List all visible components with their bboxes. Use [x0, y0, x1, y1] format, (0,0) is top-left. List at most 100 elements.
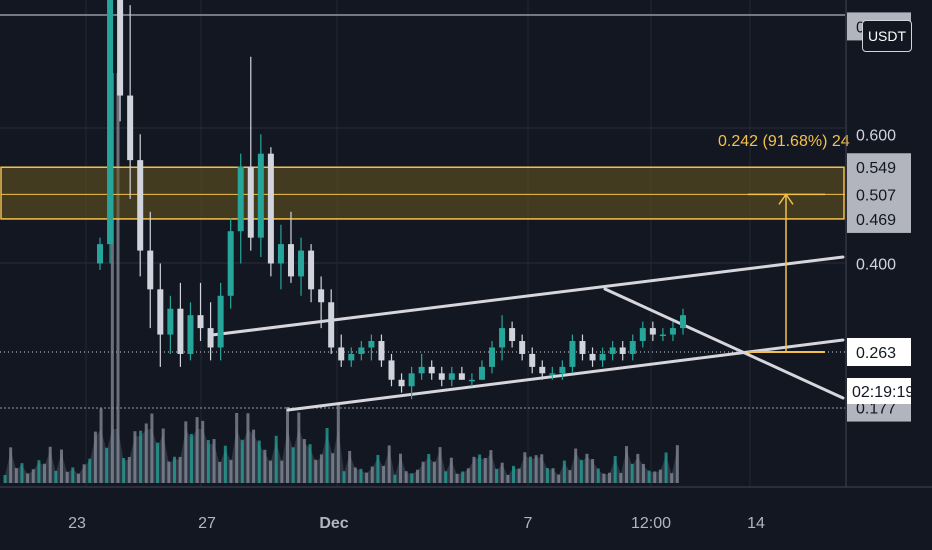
candle	[338, 334, 345, 367]
volume-bar	[76, 473, 80, 483]
volume-bar	[579, 459, 583, 483]
candle-body	[388, 360, 395, 380]
candle	[499, 315, 506, 361]
volume-bar	[252, 429, 256, 483]
volume-bar	[229, 459, 233, 483]
resistance-zone[interactable]	[0, 166, 845, 220]
volume-bar	[195, 417, 199, 483]
volume-bar	[88, 458, 92, 483]
volume-bar	[370, 466, 374, 483]
volume-bar	[302, 439, 306, 483]
candle-body	[408, 373, 415, 387]
volume-bar	[625, 446, 628, 483]
time-tick-27: 27	[198, 515, 216, 532]
candle	[649, 321, 656, 342]
volume-bar	[574, 448, 578, 483]
candle-body	[468, 379, 475, 382]
volume-bar	[291, 447, 295, 483]
price-label-bg	[847, 204, 911, 233]
candle	[177, 282, 184, 367]
volume-bar	[184, 421, 188, 483]
volume-bar	[43, 463, 47, 483]
candle-body	[318, 289, 325, 303]
time-axis[interactable]: 23 27 Dec 7 12:00 14	[0, 486, 932, 532]
candle-body	[247, 166, 254, 238]
volume-bar	[105, 447, 109, 483]
volume-bar	[110, 73, 114, 483]
candle	[569, 334, 576, 374]
resistance-zone-box[interactable]	[0, 166, 845, 220]
candles	[97, 0, 686, 400]
candle-body	[599, 353, 606, 361]
candle-body	[167, 308, 174, 335]
candle-body	[569, 341, 576, 367]
volume-bar	[325, 428, 329, 483]
volume-bar	[382, 465, 386, 483]
candle-body	[509, 328, 516, 342]
candle	[127, 5, 134, 199]
candle	[328, 289, 335, 354]
channel-upper-line[interactable]	[210, 255, 845, 337]
candle-body	[478, 366, 485, 380]
volume-bar	[348, 450, 352, 483]
candle-body	[559, 366, 566, 374]
candle-body	[428, 366, 435, 374]
candle-body	[227, 231, 234, 296]
currency-badge[interactable]: USDT	[862, 20, 912, 52]
candle-body	[267, 153, 274, 264]
countdown-text: 02:19:19	[852, 384, 914, 401]
candle-body	[147, 250, 154, 290]
candle	[147, 211, 154, 329]
price-label-0-469: 0.469	[847, 204, 911, 233]
price-label-0-549: 0.549	[847, 153, 911, 182]
candle-body	[398, 379, 405, 387]
candle-body	[458, 373, 465, 380]
volume-bar	[489, 450, 493, 483]
volume-bar	[218, 461, 222, 483]
volume-bar	[257, 440, 261, 483]
candle	[539, 360, 546, 380]
price-label-bg	[847, 180, 911, 209]
volume-bar	[675, 445, 679, 483]
price-label-0-507: 0.507	[847, 180, 911, 209]
volume-bar	[512, 465, 515, 483]
candle-body	[298, 250, 305, 277]
candle	[549, 366, 556, 380]
volume-bar	[82, 464, 86, 483]
candle-body	[378, 341, 385, 361]
descending-resistance-line[interactable]	[603, 287, 845, 400]
candle	[418, 353, 425, 380]
candle	[529, 347, 536, 374]
price-label-text: 0.600	[856, 127, 896, 144]
candle-body	[680, 315, 686, 329]
candle	[97, 237, 103, 270]
volume-bar	[14, 468, 18, 483]
price-axis[interactable]: 0.7670.6000.5490.5070.4690.4000.2630.177…	[845, 0, 914, 487]
volume-bar	[173, 456, 176, 483]
volume-bar	[308, 444, 312, 483]
volume-bar	[449, 457, 453, 483]
volume-bar	[201, 420, 205, 483]
candle-body	[287, 244, 294, 277]
candle	[378, 334, 385, 367]
candle	[388, 353, 395, 387]
candle-body	[177, 308, 184, 354]
candle-body	[358, 347, 365, 354]
grid-lines	[0, 0, 845, 487]
volume-bar	[528, 456, 532, 483]
volume-bar	[240, 439, 244, 483]
candle	[257, 134, 264, 258]
volume-bar	[653, 471, 657, 483]
volume-bar	[421, 461, 425, 483]
price-label-text: 0.469	[856, 212, 896, 229]
volume-bar	[517, 468, 521, 483]
volume-bar	[122, 458, 126, 483]
candle	[458, 366, 465, 380]
candle-body	[489, 347, 496, 367]
candle-body	[328, 302, 335, 348]
volume-bar	[630, 463, 634, 483]
volume-bar	[506, 474, 510, 483]
measure-tool[interactable]: 0.242 (91.68%) 24	[718, 133, 850, 353]
